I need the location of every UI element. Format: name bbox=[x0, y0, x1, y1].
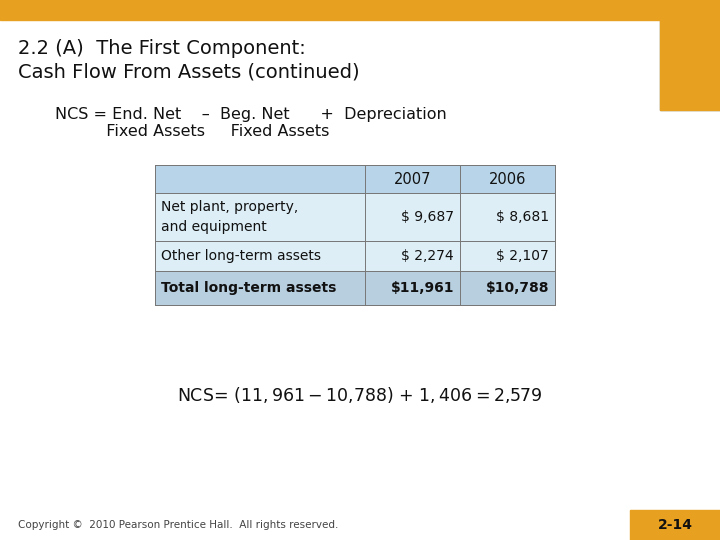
Bar bbox=[155, 165, 555, 193]
Text: $ 2,107: $ 2,107 bbox=[496, 249, 549, 263]
Text: 2.2 (A)  The First Component:: 2.2 (A) The First Component: bbox=[18, 38, 306, 57]
Text: 2006: 2006 bbox=[489, 172, 526, 186]
Bar bbox=[660, 20, 720, 110]
Text: NCS= ($11,961 - $10,788) + $1,406 = $2,579: NCS= ($11,961 - $10,788) + $1,406 = $2,5… bbox=[177, 385, 543, 405]
Text: Other long-term assets: Other long-term assets bbox=[161, 249, 321, 263]
Text: Cash Flow From Assets (continued): Cash Flow From Assets (continued) bbox=[18, 63, 359, 82]
Bar bbox=[0, 0, 720, 20]
Bar bbox=[155, 271, 555, 305]
Text: $ 2,274: $ 2,274 bbox=[401, 249, 454, 263]
Text: 2-14: 2-14 bbox=[657, 518, 693, 532]
Bar bbox=[155, 193, 555, 241]
Text: $11,961: $11,961 bbox=[390, 281, 454, 295]
Bar bbox=[660, 20, 720, 110]
Text: and equipment: and equipment bbox=[161, 220, 266, 234]
Text: 2007: 2007 bbox=[394, 172, 431, 186]
Text: Total long-term assets: Total long-term assets bbox=[161, 281, 336, 295]
Bar bbox=[155, 241, 555, 271]
Text: $ 9,687: $ 9,687 bbox=[401, 210, 454, 224]
Text: $ 8,681: $ 8,681 bbox=[496, 210, 549, 224]
Text: Fixed Assets     Fixed Assets: Fixed Assets Fixed Assets bbox=[55, 125, 329, 139]
Text: NCS = End. Net    –  Beg. Net      +  Depreciation: NCS = End. Net – Beg. Net + Depreciation bbox=[55, 107, 446, 123]
Text: Net plant, property,: Net plant, property, bbox=[161, 200, 298, 214]
Bar bbox=[630, 510, 720, 540]
Text: Copyright ©  2010 Pearson Prentice Hall.  All rights reserved.: Copyright © 2010 Pearson Prentice Hall. … bbox=[18, 520, 338, 530]
Text: $10,788: $10,788 bbox=[485, 281, 549, 295]
